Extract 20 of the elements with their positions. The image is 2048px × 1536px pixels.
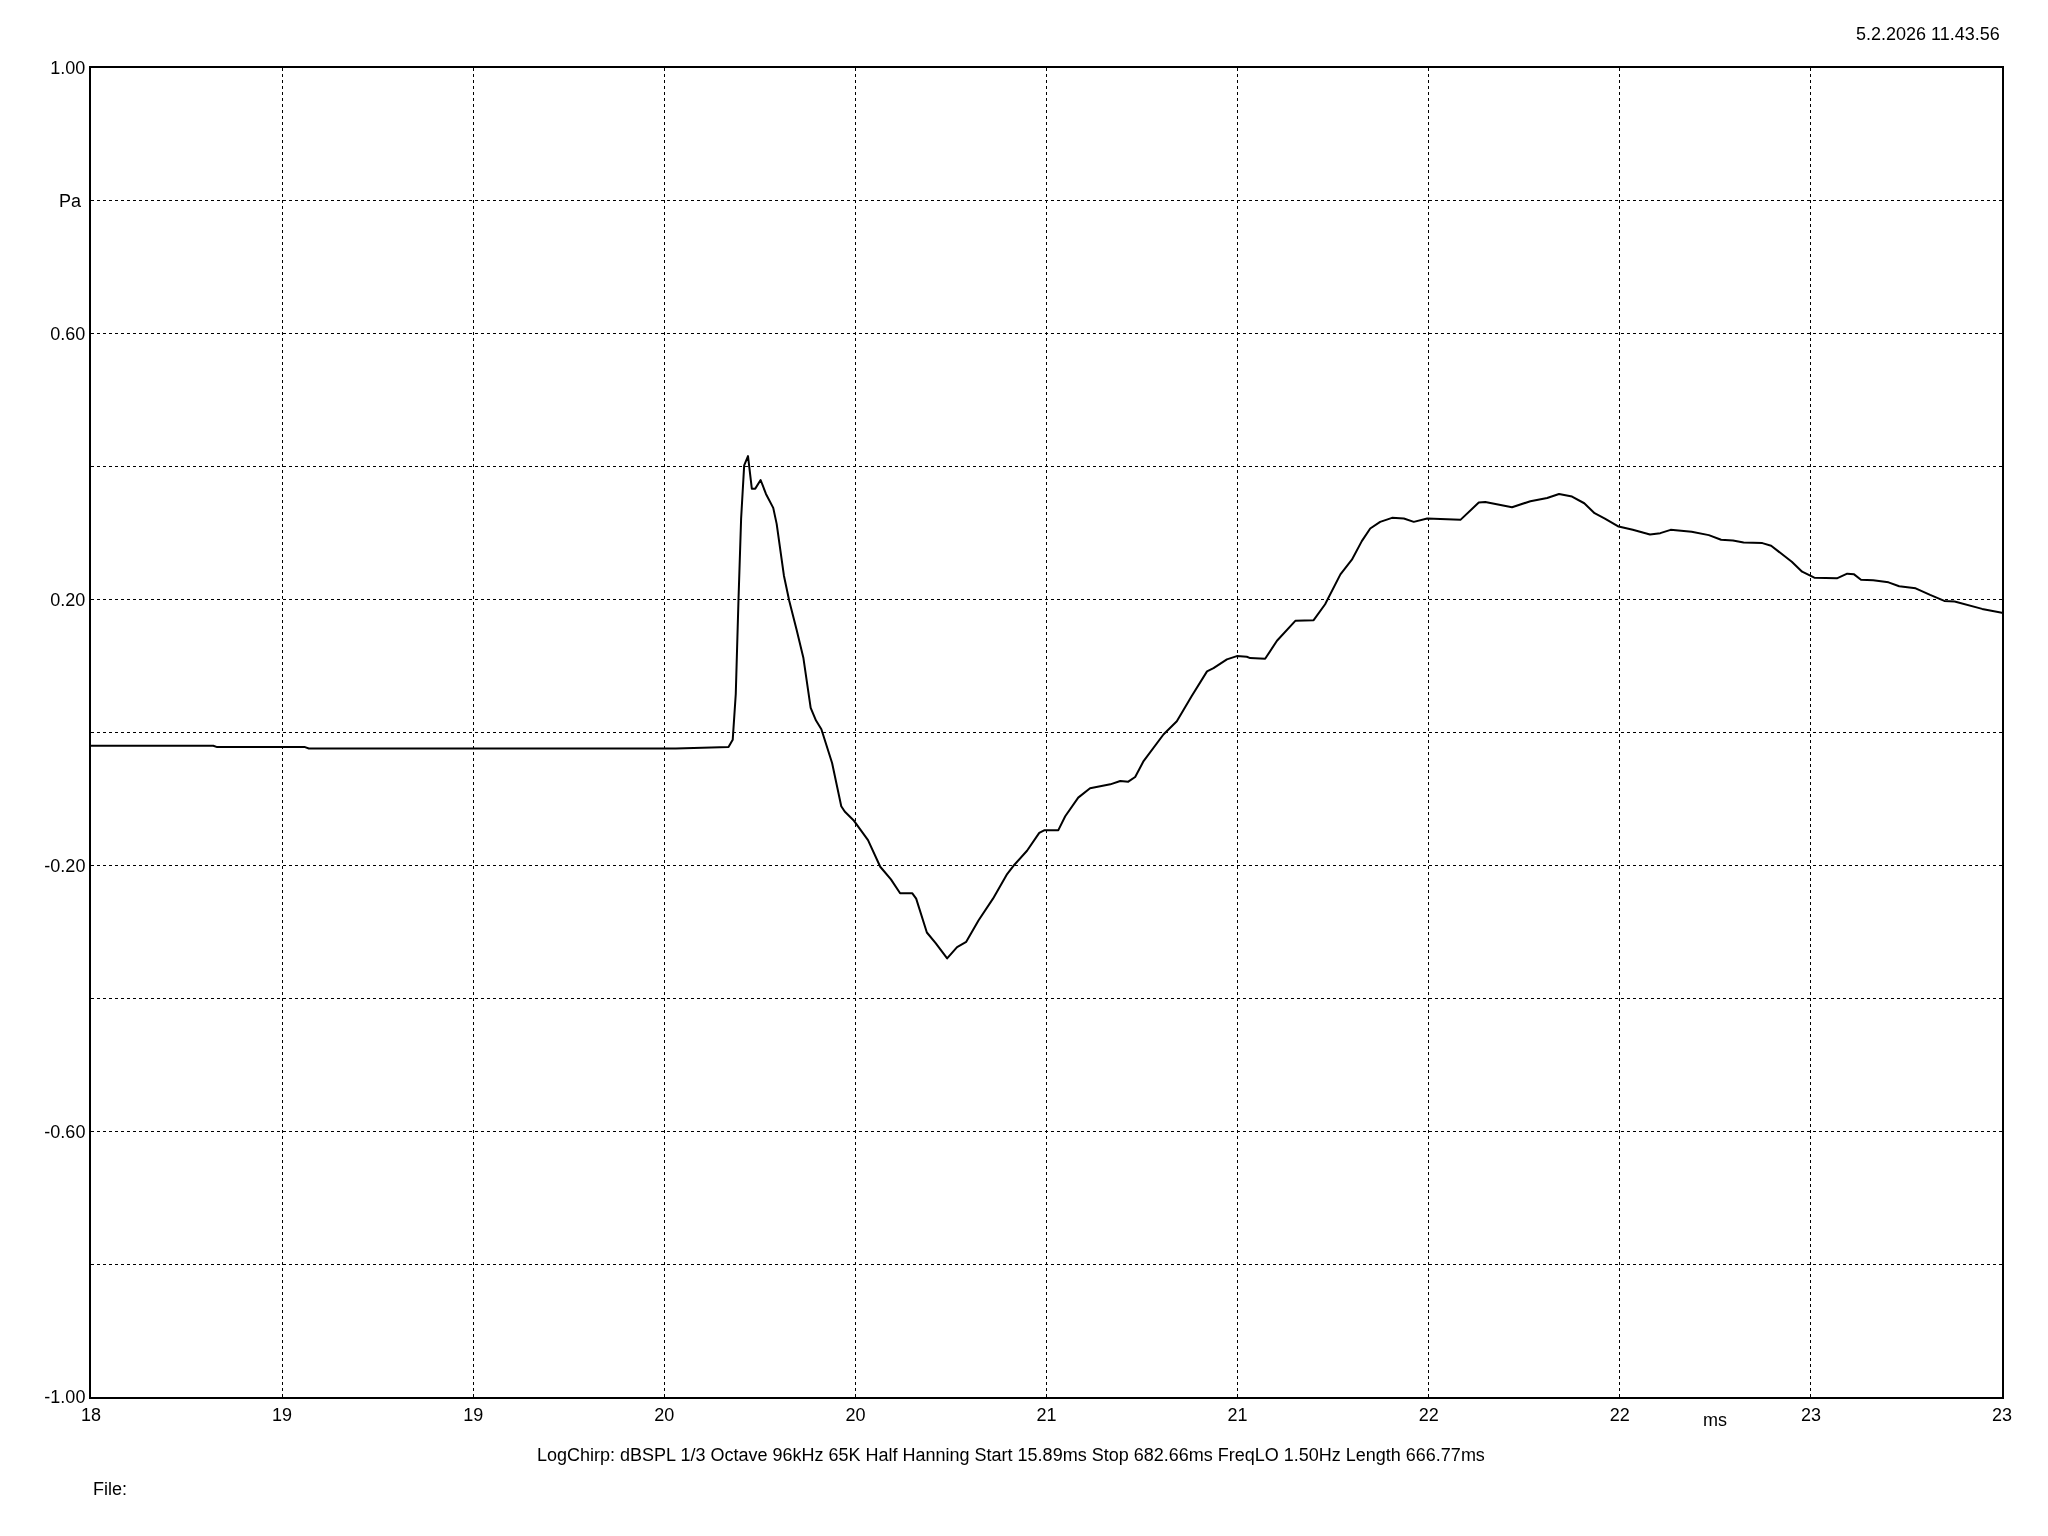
text: 5.2.2026 11.43.56 bbox=[1856, 24, 2000, 44]
y-tick-label: -0.20 bbox=[44, 855, 86, 876]
text: LogChirp: dBSPL 1/3 Octave 96kHz 65K Half Hanning Start 15.89ms Stop 682.66ms FreqLO 1.50Hz Length 666.77ms bbox=[537, 1445, 1485, 1465]
x-tick-label: 21 bbox=[1036, 1404, 1057, 1425]
x-tick-label: 22 bbox=[1609, 1404, 1630, 1425]
x-tick-label: 20 bbox=[654, 1404, 675, 1425]
text: File: bbox=[93, 1479, 128, 1499]
x-tick-label: 23 bbox=[1800, 1404, 1821, 1425]
y-tick-label: -0.60 bbox=[44, 1121, 86, 1142]
x-tick-label: 19 bbox=[272, 1404, 293, 1425]
y-tick-label: 1.00 bbox=[50, 58, 86, 79]
y-tick-label: 0.20 bbox=[50, 589, 86, 610]
y-axis-title: Pa bbox=[59, 191, 83, 211]
y-tick-label: 0.60 bbox=[50, 324, 86, 345]
x-tick-label: 23 bbox=[1991, 1404, 2013, 1425]
x-axis-title: ms bbox=[1703, 1410, 1727, 1430]
x-tick-label: 19 bbox=[463, 1404, 484, 1425]
x-tick-label: 20 bbox=[845, 1404, 866, 1425]
x-tick-label: 21 bbox=[1227, 1404, 1248, 1425]
x-tick-label: 22 bbox=[1418, 1404, 1439, 1425]
